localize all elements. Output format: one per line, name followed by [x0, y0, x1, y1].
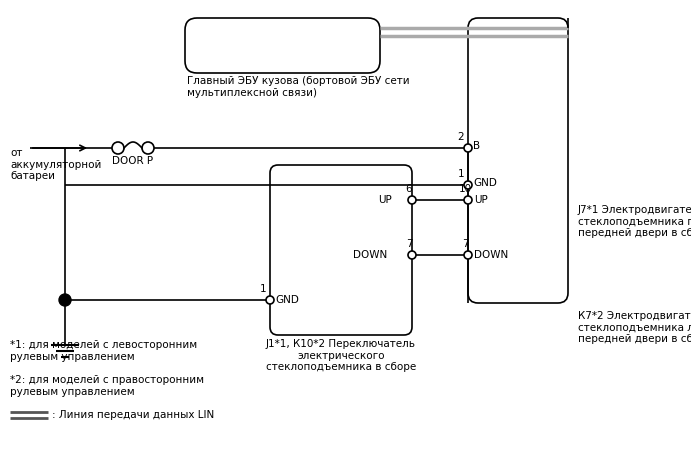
- Circle shape: [266, 296, 274, 304]
- FancyBboxPatch shape: [185, 18, 380, 73]
- Circle shape: [59, 294, 71, 306]
- Text: GND: GND: [473, 178, 497, 188]
- Text: Главный ЭБУ кузова (бортовой ЭБУ сети
мультиплексной связи): Главный ЭБУ кузова (бортовой ЭБУ сети му…: [187, 76, 410, 98]
- Text: 7: 7: [406, 239, 413, 249]
- Text: GND: GND: [275, 295, 299, 305]
- Circle shape: [112, 142, 124, 154]
- Circle shape: [464, 196, 472, 204]
- Circle shape: [464, 251, 472, 259]
- Circle shape: [408, 196, 416, 204]
- Text: UP: UP: [378, 195, 392, 205]
- Text: UP: UP: [474, 195, 488, 205]
- Text: 6: 6: [406, 184, 413, 194]
- Text: DOWN: DOWN: [352, 250, 387, 260]
- Circle shape: [408, 251, 416, 259]
- Text: 7: 7: [462, 239, 468, 249]
- Circle shape: [142, 142, 154, 154]
- Text: 2: 2: [457, 132, 464, 142]
- Text: DOOR P: DOOR P: [113, 156, 153, 166]
- Text: К7*2 Электродвигатель
стеклоподъемника левой
передней двери в сборе: К7*2 Электродвигатель стеклоподъемника л…: [578, 311, 691, 344]
- Text: 1: 1: [259, 284, 266, 294]
- Text: *2: для моделей с правосторонним
рулевым управлением: *2: для моделей с правосторонним рулевым…: [10, 375, 204, 396]
- Text: DOWN: DOWN: [474, 250, 509, 260]
- Text: 1: 1: [457, 169, 464, 179]
- Text: от
аккумуляторной
батареи: от аккумуляторной батареи: [10, 148, 102, 181]
- FancyBboxPatch shape: [468, 18, 568, 303]
- Text: B: B: [473, 141, 480, 151]
- Text: *1: для моделей с левосторонним
рулевым управлением: *1: для моделей с левосторонним рулевым …: [10, 340, 197, 361]
- Text: 10: 10: [458, 184, 471, 194]
- Text: : Линия передачи данных LIN: : Линия передачи данных LIN: [52, 410, 214, 420]
- Text: J7*1 Электродвигатель
стеклоподъемника правой
передней двери в сборе: J7*1 Электродвигатель стеклоподъемника п…: [578, 205, 691, 238]
- FancyBboxPatch shape: [270, 165, 412, 335]
- Text: J1*1, К10*2 Переключатель
электрического
стеклоподъемника в сборе: J1*1, К10*2 Переключатель электрического…: [266, 339, 416, 372]
- Circle shape: [464, 181, 472, 189]
- Circle shape: [464, 144, 472, 152]
